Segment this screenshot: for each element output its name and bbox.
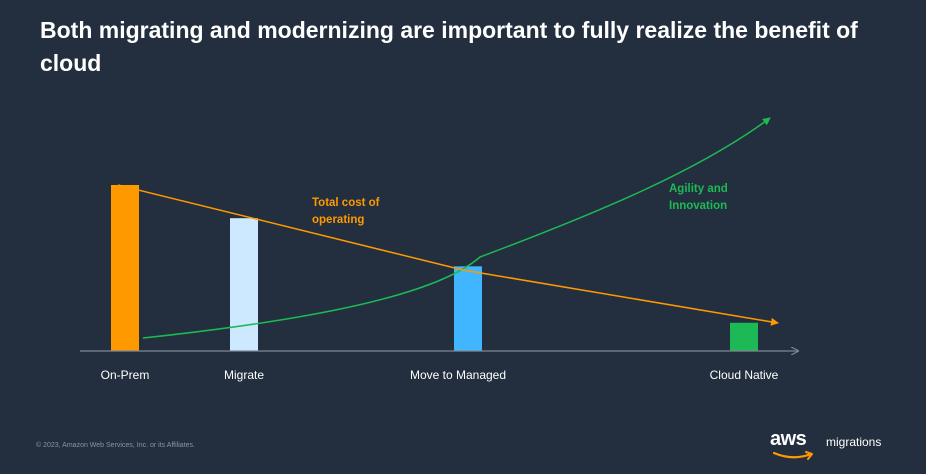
bar-on-prem [111,185,139,351]
cost-line-label-line-2: operating [312,214,364,226]
bars-group [111,185,758,351]
bar-cloud-native [730,322,758,351]
total-cost-line [117,184,779,326]
bar-migrate [230,218,258,351]
copyright-notice: © 2023, Amazon Web Services, Inc. or its… [36,442,195,449]
x-tick-label: Migrate [224,368,264,382]
x-tick-label: Move to Managed [410,368,506,382]
bar-move-to-managed [454,266,482,351]
aws-migrations-logo: aws migrations [770,428,910,468]
cost-line-label-line-1: Total cost of [312,197,380,209]
slide-title: Both migrating and modernizing are impor… [40,17,858,76]
x-tick-label: Cloud Native [710,368,779,382]
logo-product-name: migrations [826,435,882,449]
agility-label-line-2: Innovation [669,200,727,212]
aws-wordmark: aws [770,428,807,450]
aws-smile-icon [773,451,813,460]
agility-innovation-curve [142,117,771,339]
agility-label-line-1: Agility and [669,183,728,195]
x-tick-label: On-Prem [101,368,150,382]
x-tick-labels: On-Prem Migrate Move to Managed Cloud Nativ… [101,368,779,382]
